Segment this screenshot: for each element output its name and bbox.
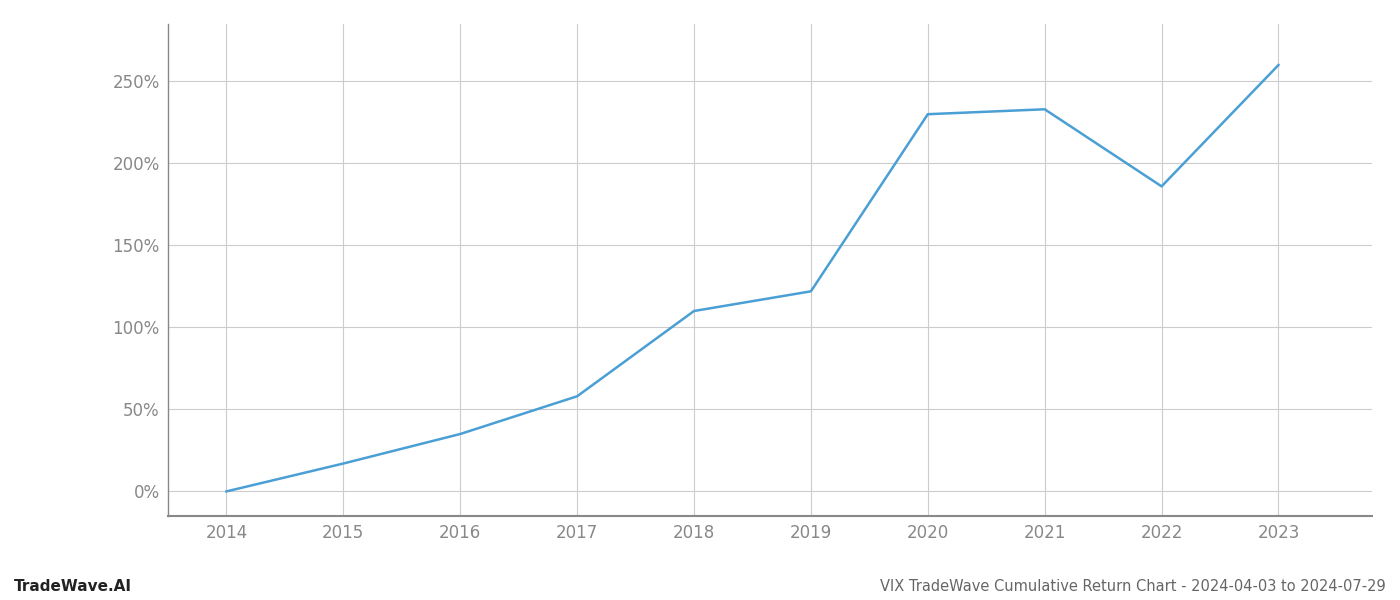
Text: VIX TradeWave Cumulative Return Chart - 2024-04-03 to 2024-07-29: VIX TradeWave Cumulative Return Chart - … xyxy=(881,579,1386,594)
Text: TradeWave.AI: TradeWave.AI xyxy=(14,579,132,594)
